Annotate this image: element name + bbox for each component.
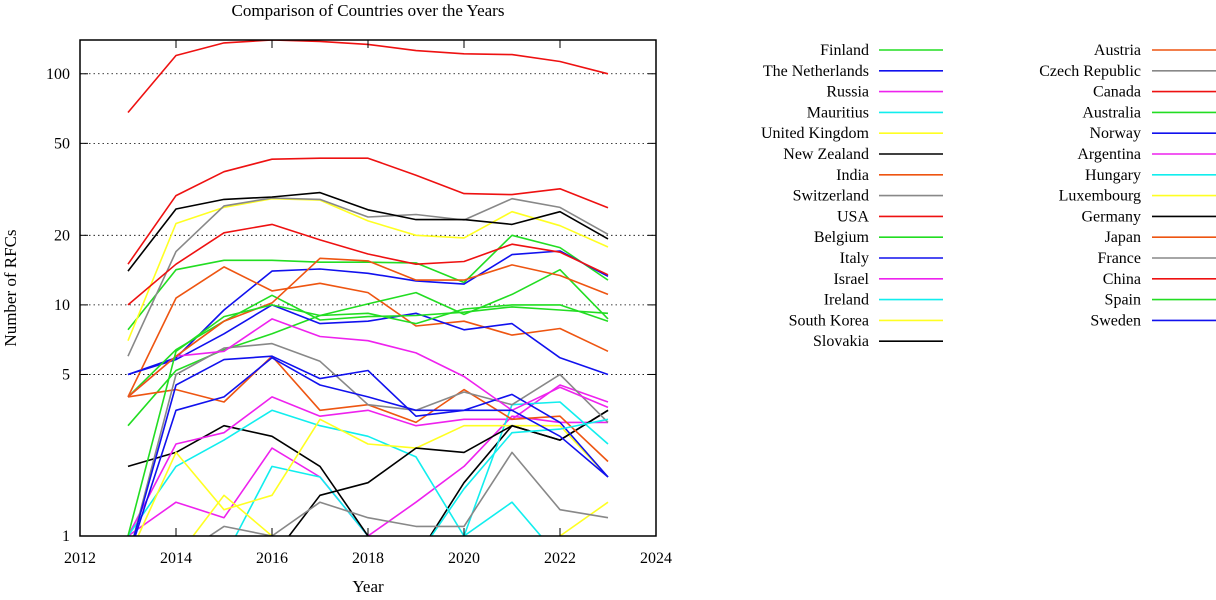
y-tick-label: 10 bbox=[54, 297, 70, 314]
series-line-canada bbox=[127, 40, 609, 114]
series-line-finland bbox=[127, 234, 609, 331]
series-line-ireland bbox=[127, 401, 609, 536]
x-axis-label: Year bbox=[352, 577, 384, 595]
legend-label-czech-republic: Czech Republic bbox=[1039, 63, 1141, 80]
legend-label-mauritius: Mauritius bbox=[807, 104, 869, 121]
axis-ticks: 1 5 10 20 50 100 2012 2014 2016 2018 2020 2022 2024 bbox=[46, 40, 672, 567]
series-line-the-netherlands bbox=[127, 250, 609, 376]
series-line-germany bbox=[127, 191, 609, 272]
y-tick-label: 50 bbox=[54, 135, 70, 152]
legend-label-south-korea: South Korea bbox=[789, 312, 869, 329]
series-line-hungary bbox=[430, 418, 609, 536]
series-line-usa bbox=[127, 157, 609, 265]
chart-title: Comparison of Countries over the Years bbox=[232, 1, 505, 20]
legend-label-spain: Spain bbox=[1105, 292, 1141, 309]
series-layer bbox=[127, 40, 609, 536]
y-tick-label: 1 bbox=[62, 528, 70, 545]
legend-label-india: India bbox=[836, 167, 869, 184]
series-line-japan bbox=[127, 257, 609, 398]
series-line-slovakia bbox=[288, 409, 609, 536]
legend-label-belgium: Belgium bbox=[814, 229, 870, 246]
x-tick-label: 2016 bbox=[256, 550, 288, 567]
legend-label-switzerland: Switzerland bbox=[793, 188, 869, 205]
legend-label-russia: Russia bbox=[826, 84, 869, 101]
y-tick-label: 20 bbox=[54, 227, 70, 244]
x-tick-label: 2022 bbox=[544, 550, 576, 567]
legend-label-new-zealand: New Zealand bbox=[783, 146, 869, 163]
legend-label-italy: Italy bbox=[840, 250, 869, 267]
series-line-france bbox=[208, 451, 609, 536]
legend-label-the-netherlands: The Netherlands bbox=[763, 63, 869, 80]
legend-label-israel: Israel bbox=[833, 271, 869, 288]
series-line-australia bbox=[127, 294, 609, 398]
x-tick-label: 2018 bbox=[352, 550, 384, 567]
legend-label-canada: Canada bbox=[1093, 84, 1141, 101]
series-line-sweden bbox=[134, 356, 609, 536]
y-tick-label: 5 bbox=[62, 366, 70, 383]
legend-label-japan: Japan bbox=[1105, 229, 1141, 246]
y-tick-label: 100 bbox=[46, 66, 70, 83]
series-line-italy bbox=[127, 304, 609, 376]
legend: Finland The Netherlands Russia Mauritius Uni… bbox=[761, 42, 1216, 350]
series-line-switzerland bbox=[127, 197, 609, 357]
series-line-south-korea bbox=[137, 418, 609, 536]
legend-label-china: China bbox=[1103, 271, 1141, 288]
legend-label-sweden: Sweden bbox=[1090, 312, 1141, 329]
series-line-china bbox=[127, 223, 609, 306]
series-line-united-kingdom bbox=[127, 197, 609, 342]
legend-label-luxembourg: Luxembourg bbox=[1059, 188, 1141, 205]
legend-label-united-kingdom: United Kingdom bbox=[761, 125, 870, 142]
series-line-mauritius bbox=[128, 465, 542, 536]
grid-lines bbox=[80, 73, 656, 375]
legend-label-finland: Finland bbox=[820, 42, 869, 59]
legend-label-usa: USA bbox=[837, 208, 869, 225]
series-line-india bbox=[127, 266, 609, 398]
series-line-israel bbox=[127, 384, 609, 536]
x-tick-label: 2012 bbox=[64, 550, 96, 567]
legend-label-hungary: Hungary bbox=[1085, 167, 1141, 184]
series-line-argentina bbox=[127, 318, 609, 412]
legend-label-germany: Germany bbox=[1081, 208, 1141, 225]
legend-label-slovakia: Slovakia bbox=[813, 333, 869, 350]
legend-label-argentina: Argentina bbox=[1077, 146, 1141, 163]
legend-label-france: France bbox=[1097, 250, 1141, 267]
legend-label-norway: Norway bbox=[1089, 125, 1141, 142]
series-line-spain bbox=[127, 304, 609, 536]
x-tick-label: 2014 bbox=[160, 550, 192, 567]
legend-label-australia: Australia bbox=[1082, 104, 1141, 121]
legend-label-austria: Austria bbox=[1094, 42, 1141, 59]
legend-label-ireland: Ireland bbox=[824, 292, 869, 309]
series-line-norway bbox=[133, 355, 609, 536]
x-tick-label: 2024 bbox=[640, 550, 672, 567]
y-axis-label: Number of RFCs bbox=[1, 229, 20, 346]
x-tick-label: 2020 bbox=[448, 550, 480, 567]
series-line-luxembourg bbox=[128, 494, 609, 536]
series-line-czech-republic bbox=[133, 342, 609, 536]
